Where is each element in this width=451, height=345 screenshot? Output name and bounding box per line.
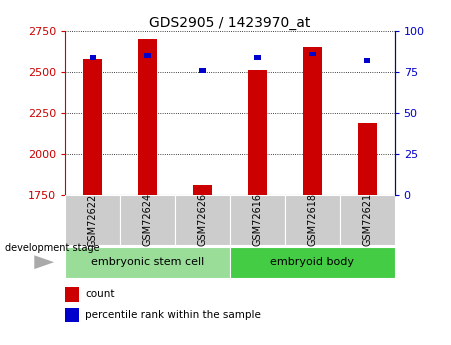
Bar <box>120 195 175 245</box>
Bar <box>285 195 340 245</box>
Bar <box>230 247 395 278</box>
Bar <box>193 185 212 195</box>
Text: GSM72622: GSM72622 <box>88 193 98 247</box>
Title: GDS2905 / 1423970_at: GDS2905 / 1423970_at <box>149 16 311 30</box>
Text: GSM72626: GSM72626 <box>198 194 207 246</box>
Bar <box>230 195 285 245</box>
Bar <box>364 58 370 63</box>
Bar <box>248 70 267 195</box>
Text: GSM72624: GSM72624 <box>143 194 153 246</box>
Text: development stage: development stage <box>5 244 99 253</box>
Bar <box>358 123 377 195</box>
Text: embryoid body: embryoid body <box>270 257 354 267</box>
Bar <box>65 308 78 322</box>
Text: percentile rank within the sample: percentile rank within the sample <box>85 310 261 320</box>
Text: GSM72618: GSM72618 <box>307 194 318 246</box>
Bar <box>90 55 96 60</box>
Bar <box>309 51 316 57</box>
Bar <box>144 53 151 58</box>
Bar <box>254 55 261 60</box>
Text: GSM72616: GSM72616 <box>253 194 262 246</box>
Bar <box>83 59 102 195</box>
Bar <box>65 195 120 245</box>
Bar <box>199 68 206 73</box>
Text: GSM72621: GSM72621 <box>362 194 372 246</box>
Bar <box>175 195 230 245</box>
Bar <box>303 47 322 195</box>
Bar <box>65 287 78 302</box>
Text: count: count <box>85 289 115 299</box>
Bar <box>340 195 395 245</box>
Text: embryonic stem cell: embryonic stem cell <box>91 257 204 267</box>
Polygon shape <box>34 255 54 269</box>
Bar <box>65 247 230 278</box>
Bar <box>138 39 157 195</box>
